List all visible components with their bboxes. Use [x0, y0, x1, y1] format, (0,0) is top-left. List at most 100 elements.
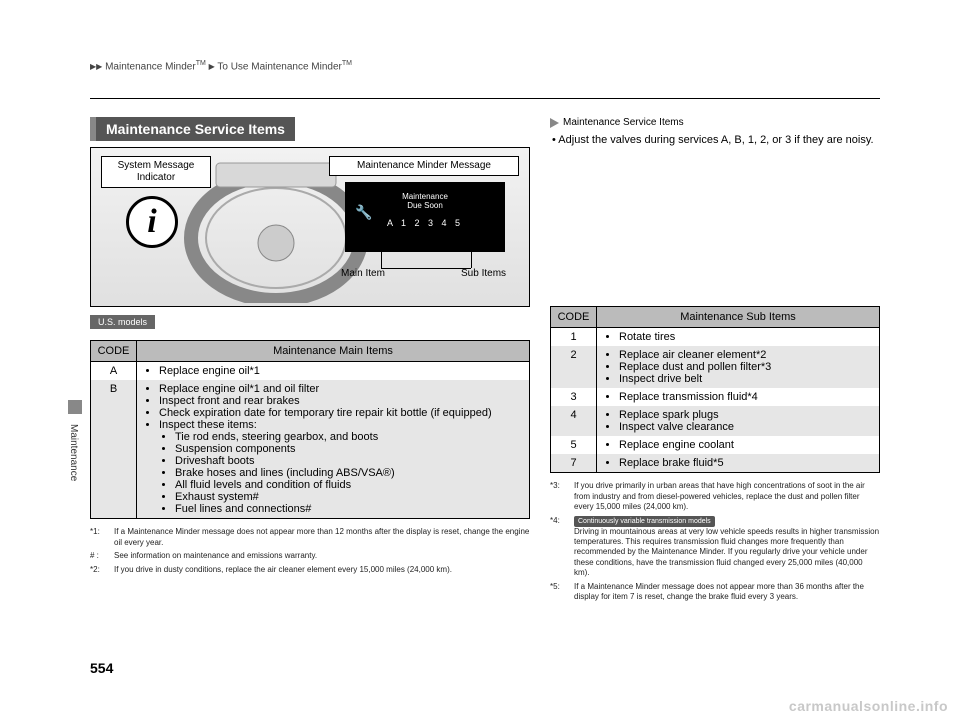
- list-item: Replace engine oil*1 and oil filter: [159, 383, 523, 395]
- list-item: Inspect valve clearance: [619, 421, 873, 433]
- section-heading-wrap: Maintenance Service Items: [90, 117, 530, 147]
- page-content: ▶▶ Maintenance MinderTM ▶ To Use Mainten…: [90, 60, 880, 605]
- left-column: Maintenance Service Items System Message…: [90, 117, 530, 605]
- leader-line: [471, 248, 472, 268]
- main-items-table: CODE Maintenance Main Items A Replace en…: [90, 340, 530, 519]
- display-screen: 🔧 Maintenance Due Soon A 1 2 3 4 5: [345, 182, 505, 252]
- section-heading: Maintenance Service Items: [90, 117, 295, 141]
- watermark: carmanualsonline.info: [789, 698, 948, 714]
- cvt-badge: Continuously variable transmission model…: [574, 516, 715, 527]
- list-item: Replace engine oil*1: [159, 365, 523, 377]
- list-item: Replace dust and pollen filter*3: [619, 361, 873, 373]
- items-cell: Replace engine oil*1 and oil filter Insp…: [137, 380, 530, 519]
- table-row: 3 Replace transmission fluid*4: [551, 388, 880, 406]
- list-item: Replace brake fluid*5: [619, 457, 873, 469]
- code-cell: B: [91, 380, 137, 519]
- sys-msg-l2: Indicator: [137, 172, 175, 183]
- breadcrumb: ▶▶ Maintenance MinderTM ▶ To Use Mainten…: [90, 60, 880, 80]
- sys-msg-l1: System Message: [118, 160, 195, 171]
- th-code: CODE: [551, 307, 597, 328]
- code-cell: 1: [551, 328, 597, 347]
- table-row: 2 Replace air cleaner element*2 Replace …: [551, 346, 880, 388]
- wrench-icon: 🔧: [355, 204, 372, 221]
- table-header-row: CODE Maintenance Sub Items: [551, 307, 880, 328]
- page-number: 554: [90, 660, 113, 676]
- right-column: Maintenance Service Items • Adjust the v…: [550, 117, 880, 605]
- info-icon: i: [126, 196, 178, 248]
- list-item: Inspect these items: Tie rod ends, steer…: [159, 419, 523, 515]
- footnote: *2:If you drive in dusty conditions, rep…: [90, 565, 530, 575]
- trademark: TM: [342, 60, 352, 67]
- side-tab: Maintenance: [68, 400, 82, 510]
- table-row: 4 Replace spark plugs Inspect valve clea…: [551, 406, 880, 436]
- list-item: Check expiration date for temporary tire…: [159, 407, 523, 419]
- breadcrumb-seg2: To Use Maintenance Minder: [217, 61, 342, 72]
- sub-items-table: CODE Maintenance Sub Items 1 Rotate tire…: [550, 306, 880, 473]
- footnote: *1:If a Maintenance Minder message does …: [90, 527, 530, 548]
- sub-items-label: Sub Items: [461, 268, 506, 279]
- items-cell: Rotate tires: [597, 328, 880, 347]
- items-cell: Replace brake fluid*5: [597, 454, 880, 473]
- items-cell: Replace engine coolant: [597, 436, 880, 454]
- list-item: Exhaust system#: [175, 491, 523, 503]
- leader-line: [381, 268, 471, 269]
- trademark: TM: [196, 60, 206, 67]
- sub-footnotes: *3:If you drive primarily in urban areas…: [550, 481, 880, 602]
- code-cell: 2: [551, 346, 597, 388]
- table-row: 7 Replace brake fluid*5: [551, 454, 880, 473]
- table-header-row: CODE Maintenance Main Items: [91, 341, 530, 362]
- side-tab-label: Maintenance: [68, 424, 79, 481]
- items-cell: Replace engine oil*1: [137, 362, 530, 381]
- main-footnotes: *1:If a Maintenance Minder message does …: [90, 527, 530, 575]
- list-item: All fluid levels and condition of fluids: [175, 479, 523, 491]
- steering-diagram: System Message Indicator i Maintenance M…: [90, 147, 530, 307]
- table-row: A Replace engine oil*1: [91, 362, 530, 381]
- th-code: CODE: [91, 341, 137, 362]
- footnote: *5:If a Maintenance Minder message does …: [550, 582, 880, 603]
- minder-message-callout: Maintenance Minder Message: [329, 156, 519, 176]
- list-item: Fuel lines and connections#: [175, 503, 523, 515]
- top-rule: [90, 98, 880, 99]
- list-item: Suspension components: [175, 443, 523, 455]
- leader-line: [381, 248, 382, 268]
- code-cell: 3: [551, 388, 597, 406]
- main-item-label: Main Item: [341, 268, 385, 279]
- list-item: Replace transmission fluid*4: [619, 391, 873, 403]
- table-row: B Replace engine oil*1 and oil filter In…: [91, 380, 530, 519]
- list-item: Driveshaft boots: [175, 455, 523, 467]
- display-line1: Maintenance: [345, 192, 505, 201]
- side-tab-block: [68, 400, 82, 414]
- table-row: 1 Rotate tires: [551, 328, 880, 347]
- items-cell: Replace air cleaner element*2 Replace du…: [597, 346, 880, 388]
- th-label: Maintenance Sub Items: [597, 307, 880, 328]
- footnote: *3:If you drive primarily in urban areas…: [550, 481, 880, 512]
- system-message-callout: System Message Indicator: [101, 156, 211, 188]
- list-item: Replace air cleaner element*2: [619, 349, 873, 361]
- list-item: Replace spark plugs: [619, 409, 873, 421]
- items-cell: Replace spark plugs Inspect valve cleara…: [597, 406, 880, 436]
- list-item: Rotate tires: [619, 331, 873, 343]
- code-cell: 7: [551, 454, 597, 473]
- side-note-body: • Adjust the valves during services A, B…: [550, 134, 880, 146]
- columns: Maintenance Service Items System Message…: [90, 117, 880, 605]
- footnote: *4: Continuously variable transmission m…: [550, 516, 880, 579]
- th-label: Maintenance Main Items: [137, 341, 530, 362]
- table-row: 5 Replace engine coolant: [551, 436, 880, 454]
- list-item: Tie rod ends, steering gearbox, and boot…: [175, 431, 523, 443]
- chevron-icon: ▶: [209, 62, 215, 71]
- list-item: Inspect front and rear brakes: [159, 395, 523, 407]
- side-note-heading: Maintenance Service Items: [550, 117, 880, 128]
- side-note-title: Maintenance Service Items: [563, 117, 684, 128]
- list-item: Brake hoses and lines (including ABS/VSA…: [175, 467, 523, 479]
- code-cell: 5: [551, 436, 597, 454]
- list-item: Replace engine coolant: [619, 439, 873, 451]
- breadcrumb-seg1: Maintenance Minder: [105, 61, 196, 72]
- items-cell: Replace transmission fluid*4: [597, 388, 880, 406]
- code-cell: A: [91, 362, 137, 381]
- chevron-icon: [550, 118, 559, 128]
- list-item: Inspect drive belt: [619, 373, 873, 385]
- us-models-badge: U.S. models: [90, 315, 155, 329]
- spacer: [550, 146, 880, 296]
- code-cell: 4: [551, 406, 597, 436]
- chevron-icon: ▶: [96, 62, 102, 71]
